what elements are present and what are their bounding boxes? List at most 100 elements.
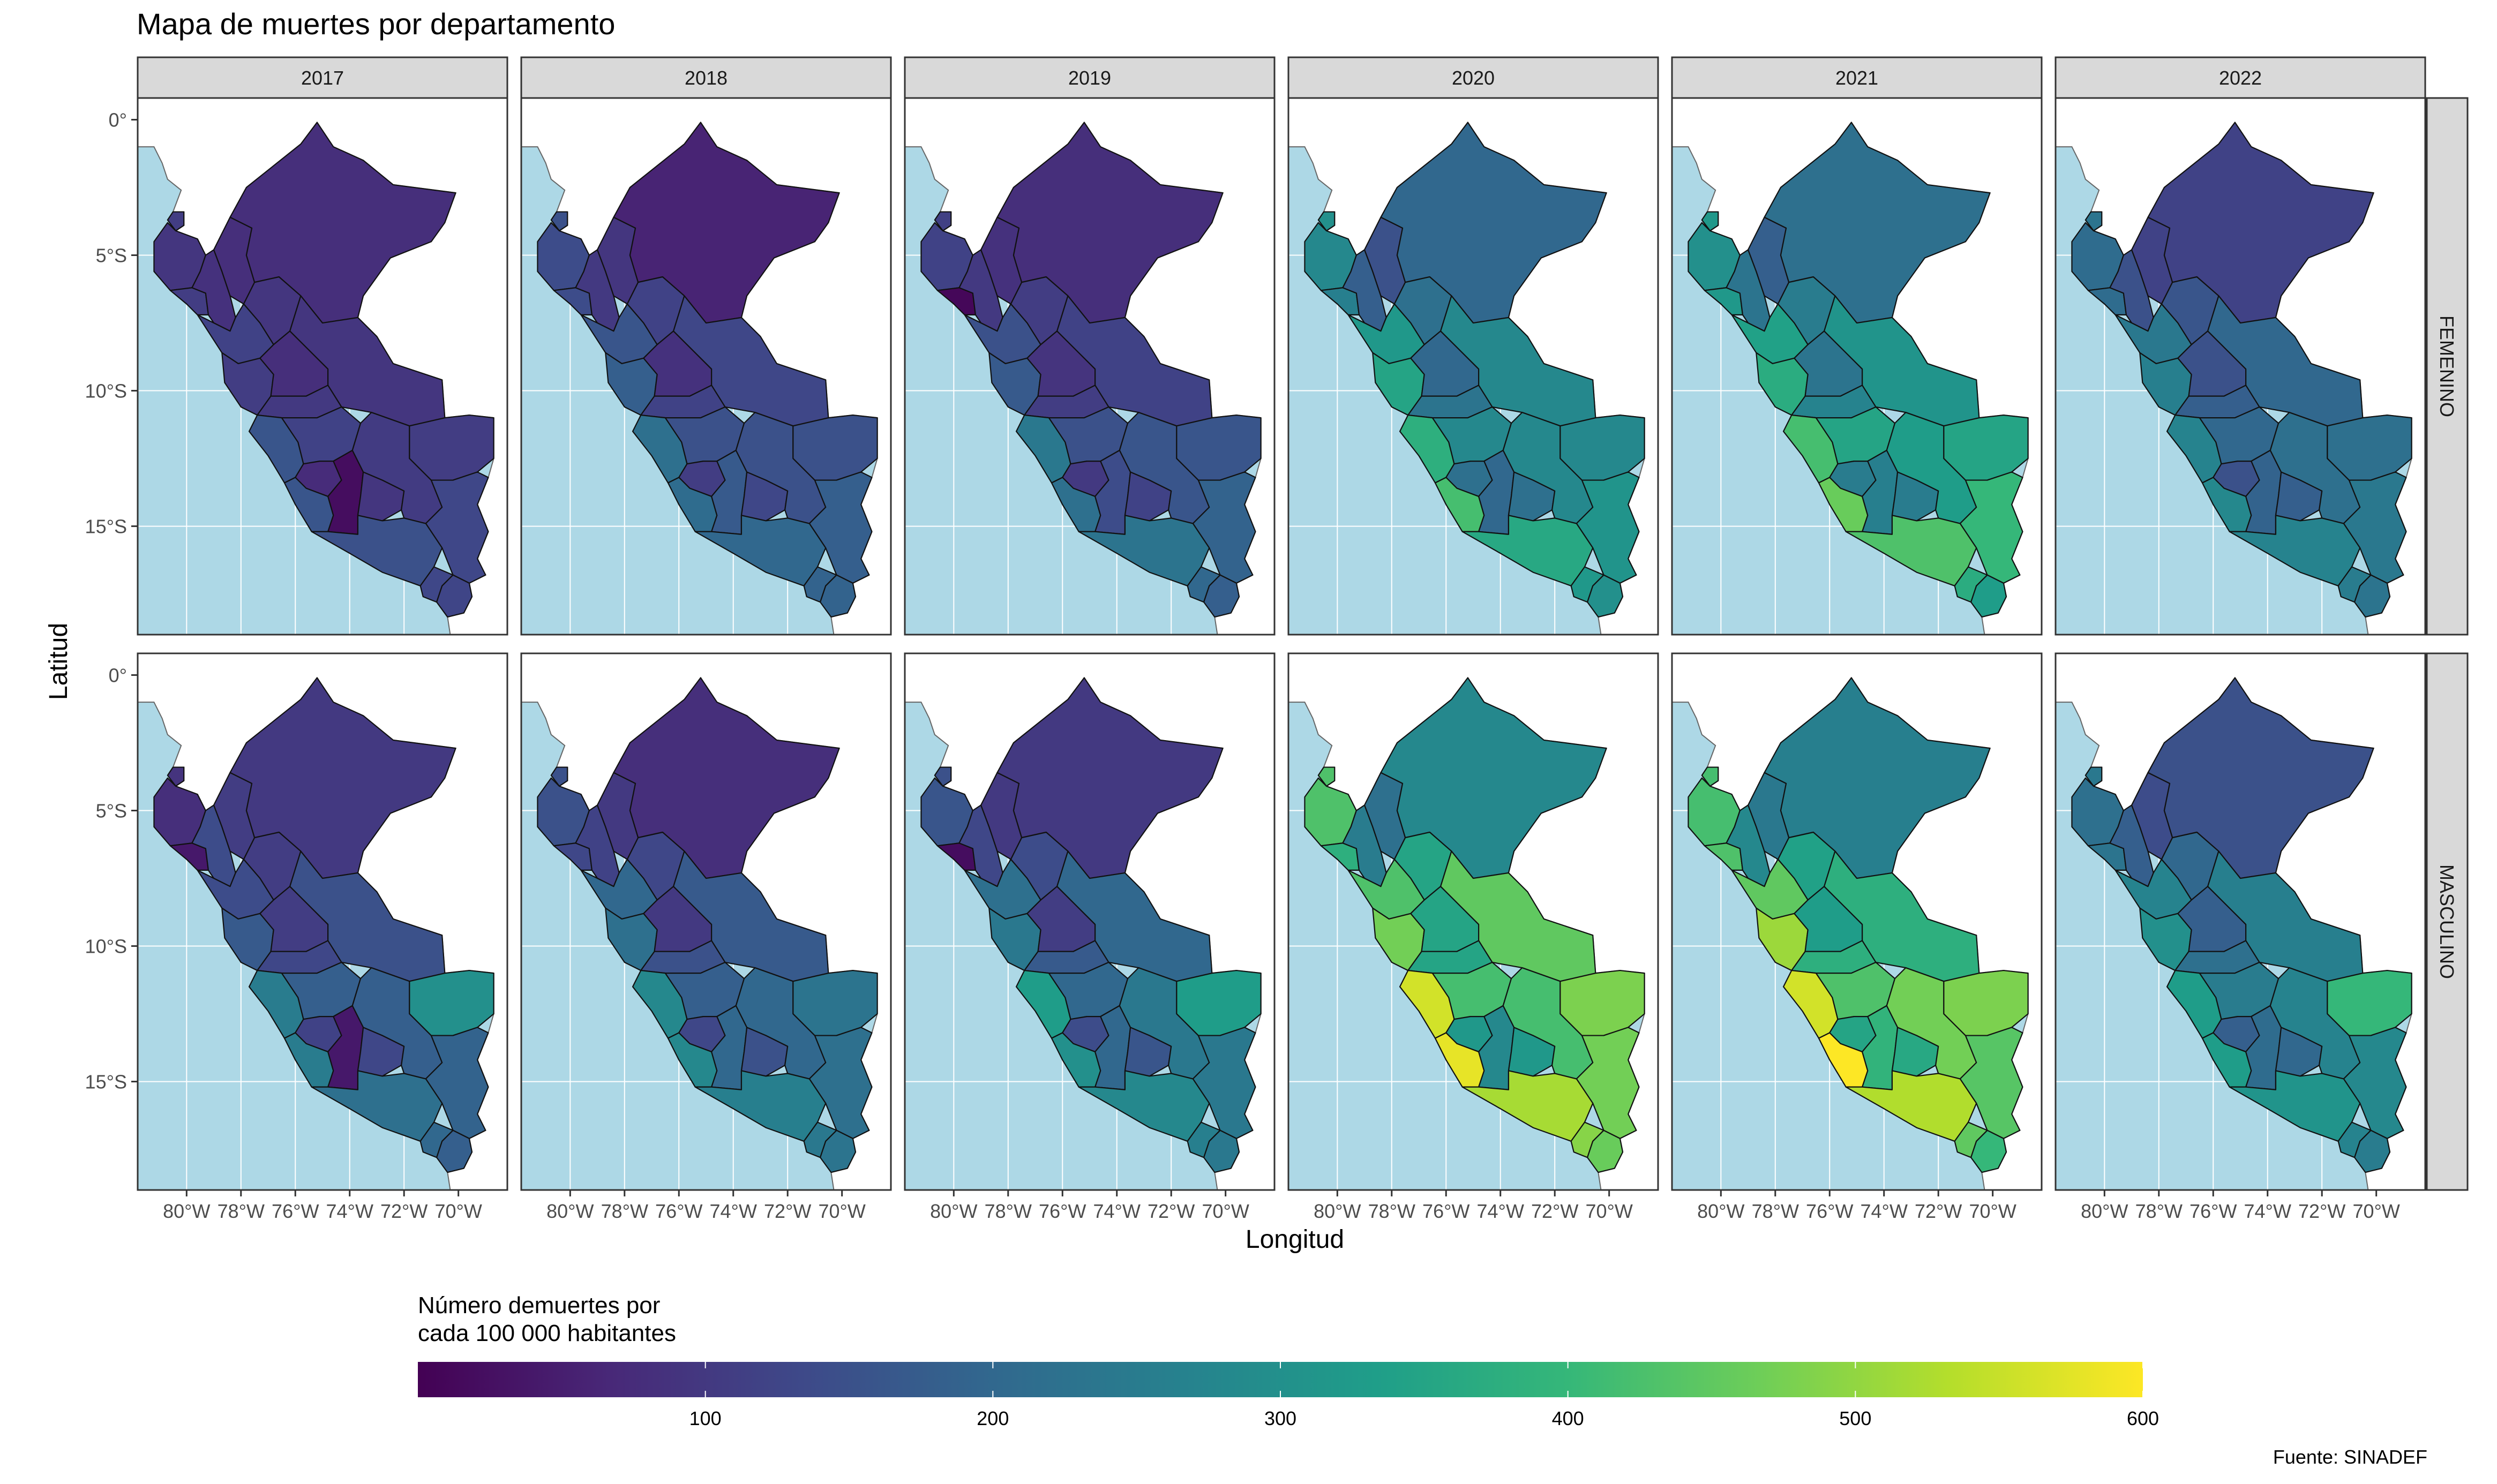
department-tumbes [1701,211,1719,232]
x-tick-label: 74°W [710,1200,757,1222]
department-tacna [819,574,857,618]
department-madre-de-dios [792,969,878,1036]
strip-2019: 2019 [904,56,1276,99]
department-tacna [1970,1129,2007,1173]
panel-border [1287,652,1659,1191]
x-tick-label: 76°W [1039,1200,1086,1222]
department-arequipa [1845,1070,1977,1142]
department-madre-de-dios [409,969,494,1036]
x-tick-label: 80°W [1697,1200,1744,1222]
x-tick-label: 78°W [601,1200,648,1222]
department-tacna [1203,1129,1240,1173]
strip-2020: 2020 [1287,56,1659,99]
x-tick-label: 72°W [1531,1200,1578,1222]
x-tick-label: 80°W [546,1200,594,1222]
department-tumbes [167,766,185,787]
strip-2021: 2021 [1671,56,2043,99]
x-tick-label: 72°W [764,1200,811,1222]
strip-femenino: FEMENINO [2426,97,2469,636]
x-tick-label: 76°W [272,1200,319,1222]
colorbar-tick-label: 300 [1264,1407,1296,1429]
strip-background [520,56,892,99]
panel-masculino-2022 [2054,652,2426,1191]
panel-masculino-2020 [1287,652,1659,1191]
y-tick-label: 0° [109,664,127,686]
x-axis: 80°W 78°W 76°W 74°W 72°W 70°W 80°W 78°W 76°W 74°W… [163,1190,2400,1222]
source-caption: Fuente: SINADEF [2273,1446,2427,1468]
y-axis-title: Latitud [44,623,73,700]
strip-label: FEMENINO [2436,315,2458,417]
department-madre-de-dios [1943,969,2029,1036]
department-madre-de-dios [2327,414,2412,481]
legend-title-line-1: Número demuertes por [418,1292,661,1319]
department-tacna [1586,574,1624,618]
department-madre-de-dios [2327,969,2412,1036]
strip-label: 2018 [685,67,728,89]
y-tick-label: 10°S [85,380,127,402]
x-tick-label: 80°W [930,1200,977,1222]
panel-masculino-2019 [904,652,1276,1191]
y-tick-label: 15°S [85,1071,127,1093]
x-tick-label: 70°W [1202,1200,1249,1222]
colorbar: 100 200 300 400 500 600 [418,1362,2159,1429]
x-tick-label: 70°W [1969,1200,2016,1222]
department-arequipa [1461,515,1594,587]
department-tumbes [550,766,568,787]
department-tacna [819,1129,857,1173]
department-tumbes [550,211,568,232]
y-tick-label: 5°S [96,245,127,267]
x-tick-label: 70°W [818,1200,865,1222]
panel-border [904,652,1276,1191]
panel-femenino-2022 [2054,97,2426,636]
strip-background [1671,56,2043,99]
department-madre-de-dios [792,414,878,481]
colorbar-tick-label: 500 [1839,1407,1871,1429]
x-tick-label: 74°W [1861,1200,1908,1222]
strip-background [2426,97,2469,636]
colorbar-tick-label: 400 [1552,1407,1584,1429]
department-tumbes [167,211,185,232]
panel-femenino-2020 [1287,97,1659,636]
x-tick-label: 76°W [1422,1200,1469,1222]
department-arequipa [1845,515,1977,587]
x-tick-label: 74°W [2244,1200,2291,1222]
department-arequipa [1078,1070,1210,1142]
x-tick-label: 74°W [1093,1200,1141,1222]
x-tick-label: 78°W [218,1200,265,1222]
department-tacna [436,574,473,618]
x-tick-label: 78°W [985,1200,1032,1222]
x-tick-label: 74°W [1477,1200,1524,1222]
panel-femenino-2018 [520,97,892,636]
x-tick-label: 72°W [1915,1200,1962,1222]
x-tick-label: 76°W [2189,1200,2237,1222]
strip-label: 2017 [301,67,344,89]
department-arequipa [1461,1070,1594,1142]
panel-masculino-2017 [137,652,508,1191]
panel-border [2054,652,2426,1191]
strip-masculino: MASCULINO [2426,652,2469,1191]
colorbar-tick-label: 600 [2127,1407,2159,1429]
panel-femenino-2019 [904,97,1276,636]
y-tick-label: 15°S [85,516,127,538]
x-tick-label: 76°W [655,1200,702,1222]
y-tick-label: 5°S [96,800,127,822]
department-tumbes [1317,211,1336,232]
x-tick-label: 72°W [1148,1200,1195,1222]
strip-background [1287,56,1659,99]
strip-label: MASCULINO [2436,864,2458,979]
y-tick-label: 0° [109,109,127,131]
department-arequipa [2229,1070,2361,1142]
department-tumbes [2084,766,2103,787]
x-tick-label: 80°W [2081,1200,2128,1222]
department-arequipa [311,515,443,587]
strip-2017: 2017 [137,56,508,99]
map-panels [137,97,2426,1191]
x-tick-label: 78°W [2135,1200,2183,1222]
department-madre-de-dios [1559,969,1645,1036]
x-tick-label: 74°W [326,1200,373,1222]
department-arequipa [311,1070,443,1142]
y-axis: 0° 5°S 10°S 15°S 0° 5°S 10°S 15°S [85,109,138,1093]
strip-label: 2022 [2219,67,2262,89]
strip-label: 2019 [1068,67,1111,89]
panel-masculino-2018 [520,652,892,1191]
